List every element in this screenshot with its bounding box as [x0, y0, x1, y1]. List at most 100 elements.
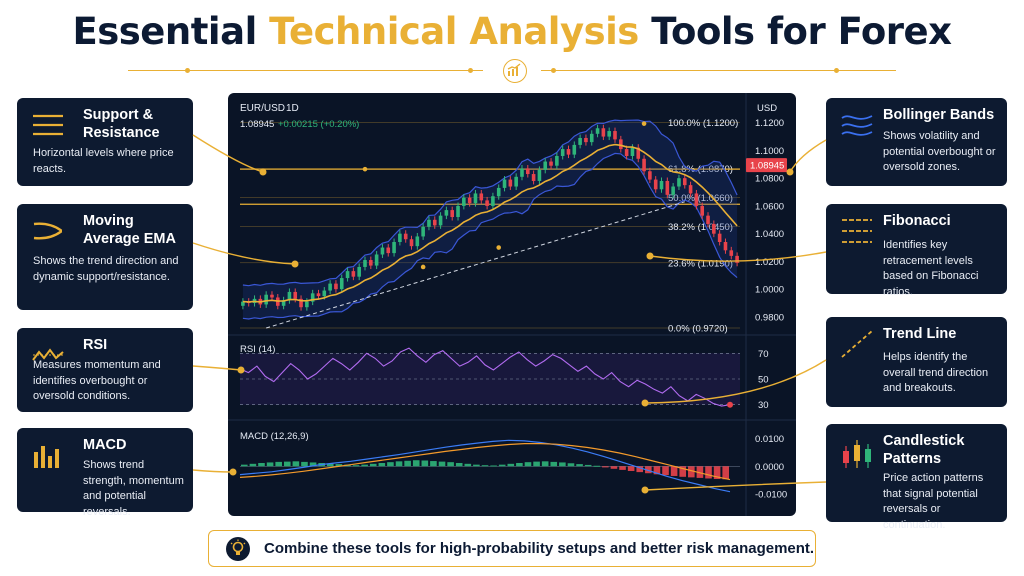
- candle-body: [427, 219, 431, 227]
- fib-level-label: 50.0% (1.0660): [668, 193, 733, 204]
- macd-tick-label: 0.0100: [755, 434, 784, 445]
- candle-body: [456, 205, 460, 218]
- macd-histogram-bar: [275, 461, 282, 467]
- candle-body: [374, 254, 379, 266]
- macd-histogram-bar: [670, 466, 678, 476]
- card-title: MACD: [83, 437, 127, 453]
- candle-body: [369, 260, 373, 266]
- macd-histogram-bar: [507, 463, 515, 467]
- candle-body: [438, 215, 443, 226]
- candle-body: [682, 178, 687, 186]
- price-tick-label: 1.0200: [755, 257, 784, 268]
- candle-body: [601, 128, 606, 137]
- candle-body: [491, 196, 495, 206]
- candle-body: [241, 301, 245, 306]
- candle-body: [502, 179, 507, 188]
- candle-body: [415, 236, 420, 247]
- candle-body: [287, 291, 292, 301]
- support-resistance-icon: [33, 114, 63, 136]
- fib-level-label: 38.2% (1.0450): [668, 222, 733, 233]
- card-description: Price action patterns that signal potent…: [883, 472, 984, 531]
- card-title: Moving Average EMA: [83, 213, 176, 247]
- candle-body: [305, 301, 309, 308]
- macd-histogram-bar: [292, 461, 300, 467]
- title-divider-right: [541, 68, 896, 73]
- candle-body: [450, 210, 455, 218]
- candle-body: [717, 233, 722, 242]
- chart-panel: 100.0% (1.1200) 61.8% (1.0870) 50.0% (1.06…: [228, 93, 796, 516]
- candle-body: [636, 147, 641, 159]
- macd-signal-line: [239, 443, 731, 481]
- candle-body: [432, 219, 437, 226]
- card-candlestick-patterns: Candlestick Patterns Price action patter…: [826, 424, 1007, 531]
- macd-histogram-bar: [576, 464, 583, 467]
- card-support-resistance: Support & Resistance Horizontal levels w…: [17, 98, 193, 186]
- macd-histogram-bar: [610, 466, 618, 469]
- candle-body: [648, 171, 652, 180]
- connector-line: [192, 469, 234, 473]
- card-trend-line: Trend Line Helps identify the overall tr…: [826, 317, 1007, 407]
- macd-histogram-bar: [636, 466, 644, 473]
- card-title: Support & Resistance: [83, 107, 160, 141]
- candle-body: [665, 180, 670, 195]
- card-description: Measures momentum and identifies overbou…: [33, 359, 161, 402]
- bollinger-upper-band: [242, 119, 738, 287]
- fib-level-label: 0.0% (0.9720): [668, 324, 728, 335]
- candle-body: [322, 290, 327, 297]
- chart-badge-icon: [503, 59, 527, 83]
- macd-histogram-bar: [713, 466, 721, 480]
- candle-body: [398, 233, 402, 242]
- macd-histogram-bar: [455, 462, 463, 467]
- candle-body: [712, 223, 716, 234]
- candle-body: [659, 180, 664, 190]
- card-macd: MACD Shows trend strength, momentum and …: [17, 428, 193, 518]
- macd-histogram-bar: [473, 464, 480, 467]
- candle-body: [473, 193, 478, 204]
- candle-body: [653, 179, 658, 190]
- marker-dot: [362, 166, 368, 172]
- price-tick-label: 1.0000: [755, 285, 784, 296]
- candle-body: [555, 156, 559, 166]
- lightbulb-icon: [226, 537, 250, 561]
- card-rsi: RSI Measures momentum and identifies ove…: [17, 328, 193, 412]
- macd-histogram-bar: [619, 466, 626, 470]
- marker-dot: [420, 264, 426, 270]
- macd-histogram-bar: [430, 461, 437, 467]
- card-description: Horizontal levels where price reacts.: [33, 147, 174, 175]
- current-price-tag: [746, 158, 787, 173]
- card-title: Fibonacci: [883, 213, 951, 229]
- candle-body: [677, 178, 681, 187]
- chart-timeframe: 1D: [286, 103, 299, 114]
- candlestick-icon: [843, 440, 871, 468]
- macd-histogram-bar: [567, 463, 575, 467]
- macd-histogram-bar: [387, 462, 394, 467]
- candle-body: [700, 205, 705, 216]
- macd-histogram-bar: [559, 462, 566, 467]
- card-description: Shows trend strength, momentum and poten…: [83, 459, 184, 518]
- card-bollinger-bands: Bollinger Bands Shows volatility and pot…: [826, 98, 1007, 186]
- fib-level-label: 23.6% (1.0190): [668, 258, 733, 269]
- macd-histogram-bar: [412, 460, 420, 467]
- candle-body: [334, 283, 338, 290]
- divider-dot: [834, 68, 839, 73]
- candle-body: [694, 193, 699, 206]
- candle-body: [479, 193, 484, 201]
- macd-histogram-bar: [696, 466, 704, 478]
- title-divider-left: [128, 68, 483, 73]
- candle-body: [735, 255, 739, 263]
- macd-histogram-bar: [404, 460, 411, 467]
- candle-body: [520, 168, 524, 177]
- trend-line: [266, 201, 685, 329]
- candle-body: [444, 210, 449, 216]
- macd-histogram-bar: [593, 465, 601, 467]
- candle-body: [392, 242, 396, 254]
- macd-histogram-bar: [490, 465, 497, 467]
- moving-average-icon: [33, 222, 63, 240]
- ema-line: [242, 143, 738, 303]
- price-tick-label: 1.0800: [755, 174, 784, 185]
- candle-body: [584, 137, 588, 143]
- candle-body: [421, 226, 425, 237]
- candle-body: [508, 179, 513, 187]
- macd-histogram-bar: [541, 461, 549, 467]
- title-part-2: Tools for Forex: [651, 10, 952, 53]
